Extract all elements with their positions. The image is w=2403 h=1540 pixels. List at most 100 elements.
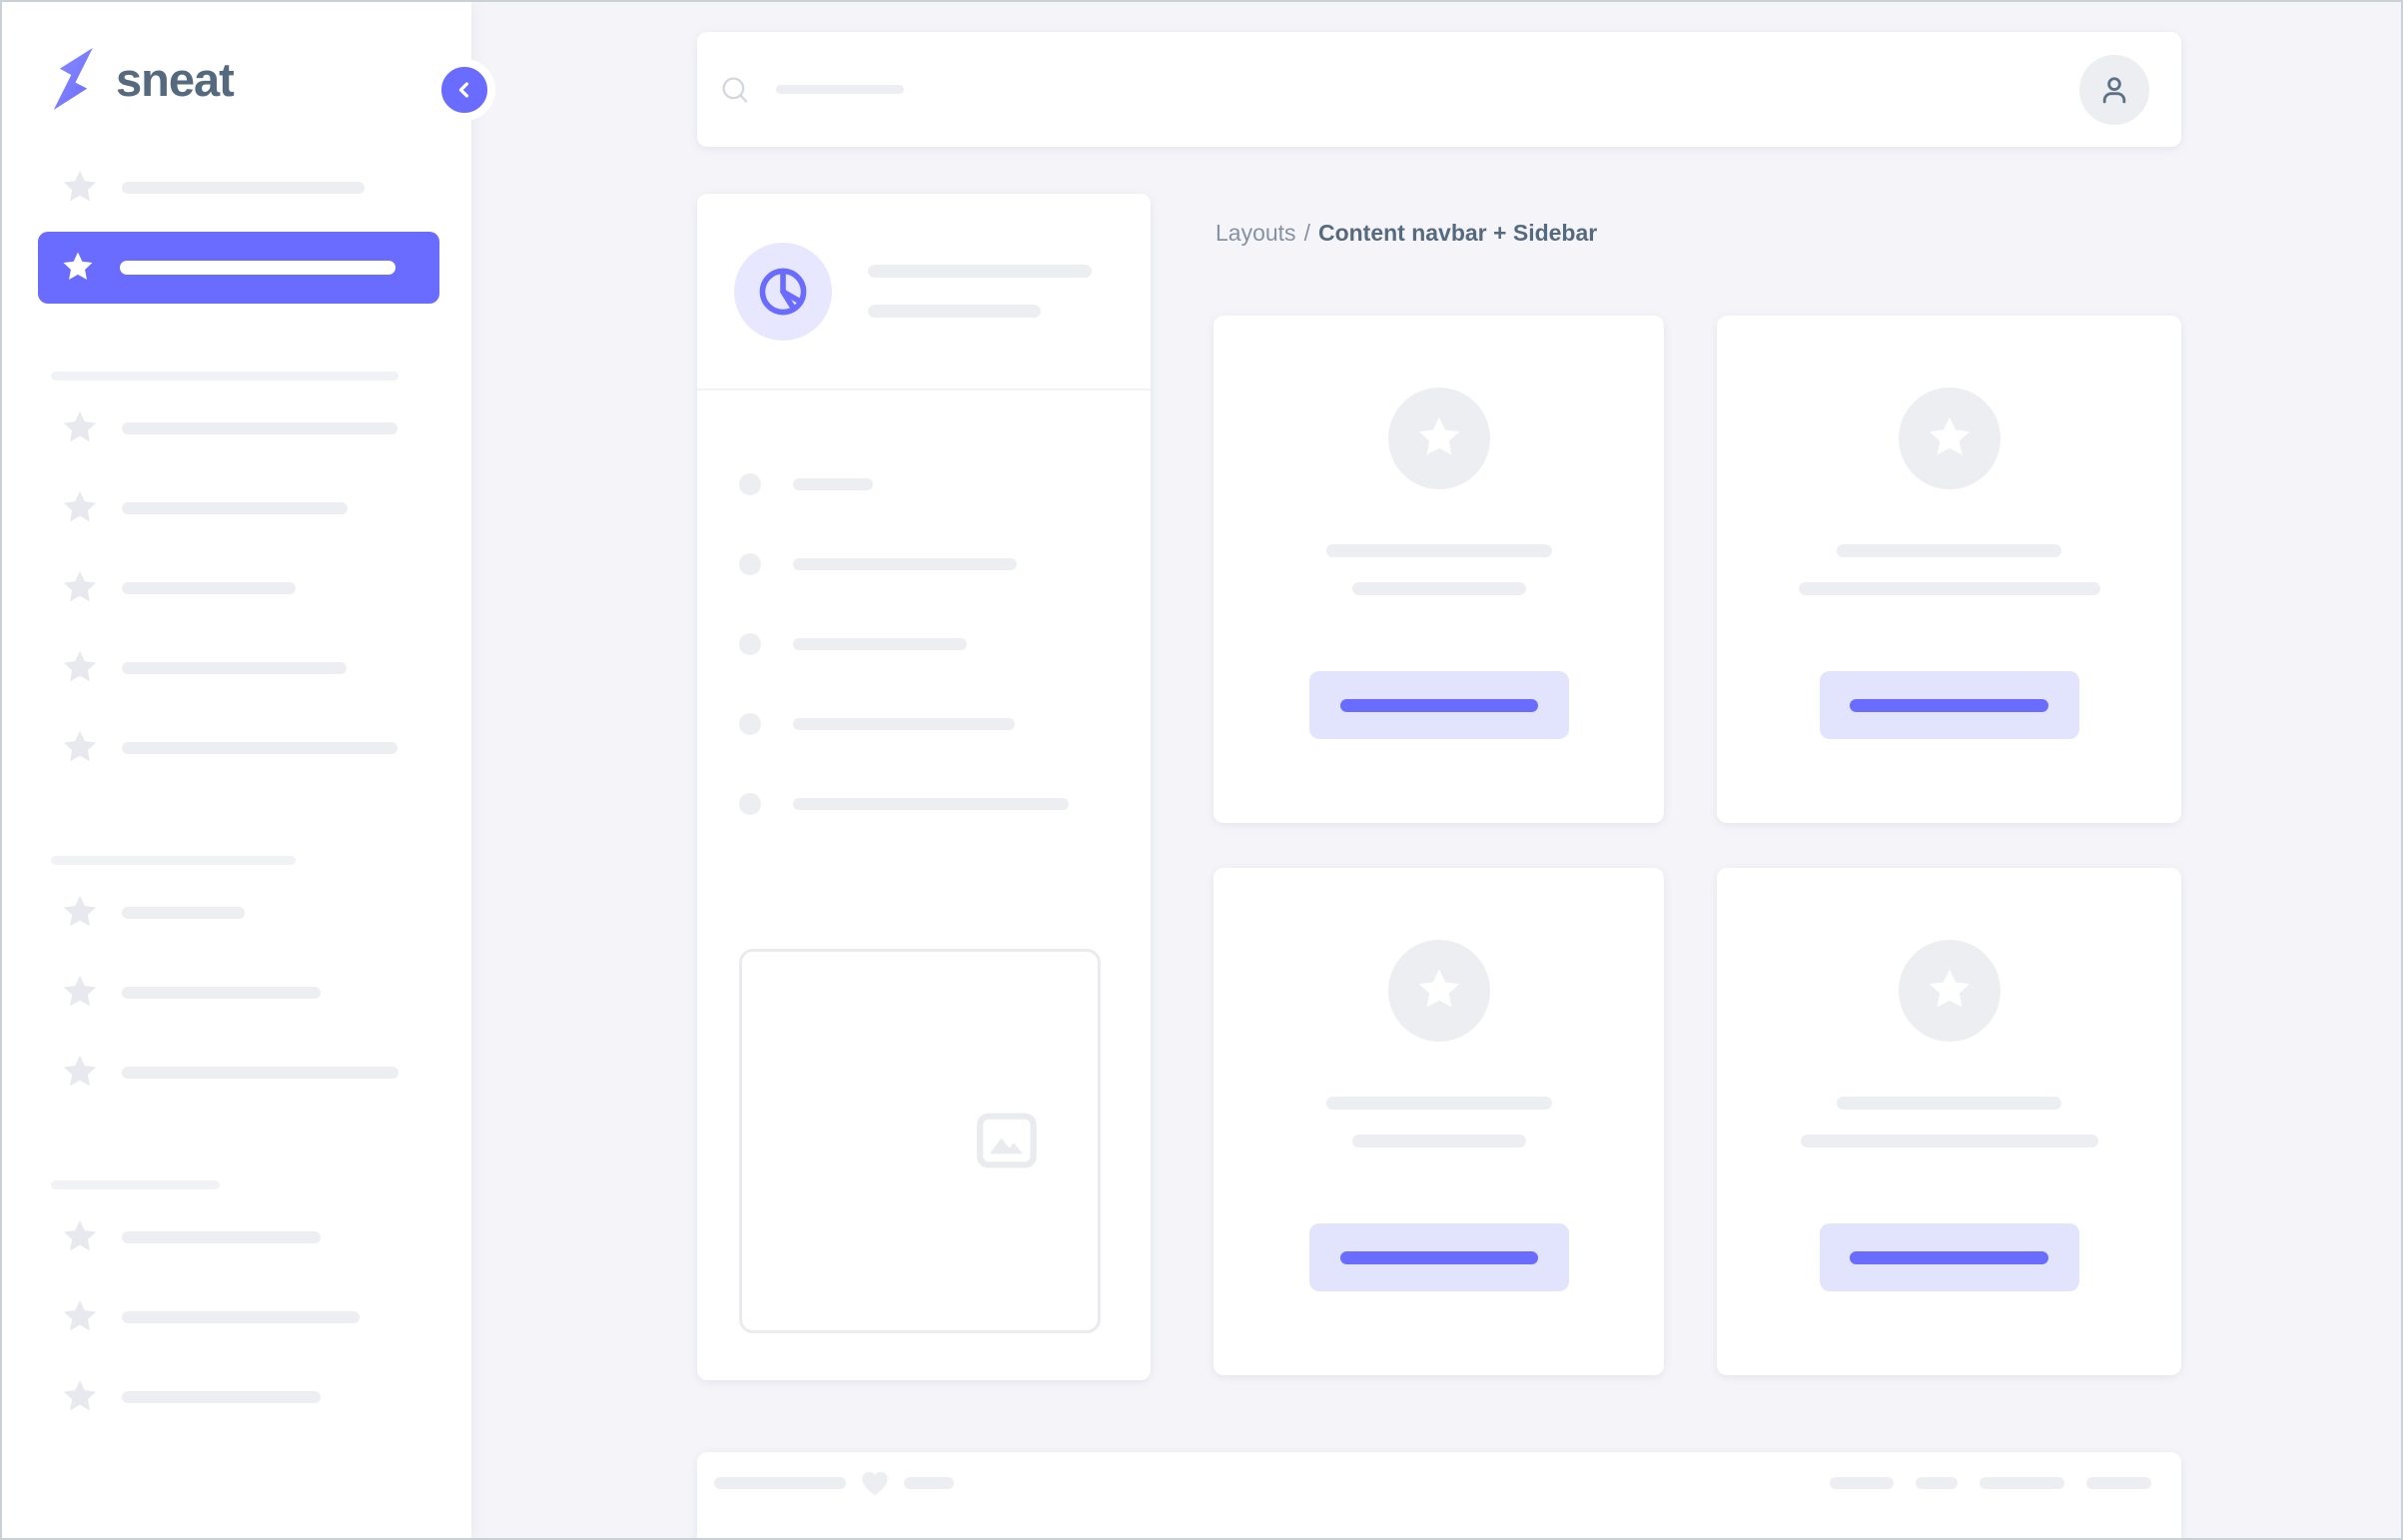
- menu-section-divider: [51, 856, 296, 865]
- star-icon: [60, 728, 100, 768]
- star-icon: [60, 893, 100, 933]
- feature-card: [1213, 868, 1664, 1375]
- sidebar-item[interactable]: [2, 388, 471, 468]
- sidebar-item[interactable]: [2, 1277, 471, 1357]
- menu-label-skeleton: [122, 987, 321, 999]
- footer-link-skeleton[interactable]: [2086, 1477, 2151, 1489]
- sidebar-item[interactable]: [2, 708, 471, 788]
- bullet-dot: [739, 633, 761, 655]
- user-avatar-button[interactable]: [2079, 54, 2149, 125]
- sidebar-item-active[interactable]: [38, 232, 439, 304]
- star-avatar: [1898, 387, 2001, 489]
- image-icon: [976, 1112, 1038, 1169]
- primary-button[interactable]: [1819, 671, 2079, 739]
- star-icon: [60, 1377, 100, 1417]
- pie-chart-icon: [755, 264, 811, 320]
- star-icon: [1925, 966, 1975, 1016]
- feature-cards-grid: [1213, 316, 2181, 1375]
- star-icon: [1414, 966, 1464, 1016]
- brand-name: sneat: [116, 52, 235, 106]
- menu-section-divider: [51, 372, 399, 381]
- title-skeleton: [1837, 1097, 2061, 1110]
- feature-card: [1717, 316, 2181, 823]
- top-navbar: [697, 32, 2181, 147]
- person-icon: [2095, 71, 2133, 109]
- subtitle-skeleton: [1351, 1135, 1526, 1148]
- star-icon: [60, 1297, 100, 1337]
- primary-button[interactable]: [1308, 671, 1569, 739]
- primary-button[interactable]: [1819, 1223, 2079, 1291]
- subtitle-skeleton: [1800, 1135, 2098, 1148]
- star-avatar: [1387, 940, 1490, 1042]
- sidebar-item[interactable]: [2, 148, 471, 228]
- image-placeholder-box: [739, 949, 1101, 1333]
- breadcrumb-parent[interactable]: Layouts: [1215, 220, 1296, 246]
- brand[interactable]: sneat: [48, 48, 235, 110]
- sidebar-item[interactable]: [2, 1357, 471, 1437]
- heart-icon: [859, 1467, 891, 1499]
- demo-list: [697, 390, 1151, 844]
- search-input[interactable]: [719, 74, 2079, 106]
- sidebar-item[interactable]: [2, 468, 471, 548]
- search-placeholder-skeleton: [776, 85, 904, 94]
- menu-label-skeleton: [122, 907, 245, 919]
- sidebar: sneat: [2, 2, 495, 1538]
- menu-label-skeleton: [122, 742, 398, 754]
- chevron-left-icon: [451, 77, 477, 103]
- sidebar-item[interactable]: [2, 953, 471, 1033]
- star-avatar: [1387, 387, 1490, 489]
- menu-label-skeleton: [122, 1391, 321, 1403]
- star-icon: [60, 250, 96, 286]
- footer-row: [697, 1452, 2181, 1514]
- footer-text-skeleton: [904, 1477, 954, 1489]
- sidebar-item[interactable]: [2, 1197, 471, 1277]
- footer-link-skeleton[interactable]: [1916, 1477, 1958, 1489]
- button-label-skeleton: [1339, 698, 1538, 712]
- primary-button[interactable]: [1308, 1223, 1569, 1291]
- star-icon: [60, 488, 100, 528]
- subtitle-skeleton: [868, 305, 1041, 318]
- list-item-skeleton: [793, 558, 1017, 570]
- button-label-skeleton: [1850, 1250, 2048, 1264]
- bullet-dot: [739, 473, 761, 495]
- star-icon: [1925, 413, 1975, 463]
- menu-label-skeleton: [122, 582, 296, 594]
- menu-label-skeleton: [122, 1067, 399, 1079]
- feature-card: [1717, 868, 2181, 1375]
- sidebar-menu: [2, 148, 471, 1437]
- list-item-skeleton: [793, 718, 1015, 730]
- sidebar-item[interactable]: [2, 1033, 471, 1113]
- button-label-skeleton: [1850, 698, 2048, 712]
- list-item: [697, 444, 1151, 524]
- menu-label-skeleton: [122, 1231, 321, 1243]
- footer-text-skeleton: [714, 1477, 846, 1489]
- star-icon: [60, 408, 100, 448]
- breadcrumb-separator: /: [1303, 220, 1310, 246]
- footer-links: [1830, 1477, 2151, 1489]
- sidebar-item[interactable]: [2, 628, 471, 708]
- star-icon: [60, 1217, 100, 1257]
- button-label-skeleton: [1339, 1250, 1538, 1264]
- list-item-skeleton: [793, 638, 967, 650]
- list-item: [697, 684, 1151, 764]
- list-item: [697, 524, 1151, 604]
- menu-label-skeleton: [122, 502, 348, 514]
- star-icon: [60, 1053, 100, 1093]
- sidebar-collapse-button[interactable]: [433, 59, 495, 121]
- menu-label-skeleton: [122, 182, 365, 194]
- footer-card: [697, 1452, 2181, 1538]
- title-skeleton: [868, 265, 1092, 278]
- sidebar-item[interactable]: [2, 548, 471, 628]
- bullet-dot: [739, 713, 761, 735]
- footer-link-skeleton[interactable]: [1980, 1477, 2064, 1489]
- list-item-skeleton: [793, 798, 1069, 810]
- star-icon: [60, 568, 100, 608]
- subtitle-skeleton: [1351, 582, 1526, 595]
- footer-link-skeleton[interactable]: [1830, 1477, 1894, 1489]
- demo-content-card: [697, 194, 1151, 1380]
- list-item: [697, 604, 1151, 684]
- sneat-logo-icon: [48, 48, 98, 110]
- sidebar-item[interactable]: [2, 873, 471, 953]
- menu-label-skeleton: [120, 261, 396, 275]
